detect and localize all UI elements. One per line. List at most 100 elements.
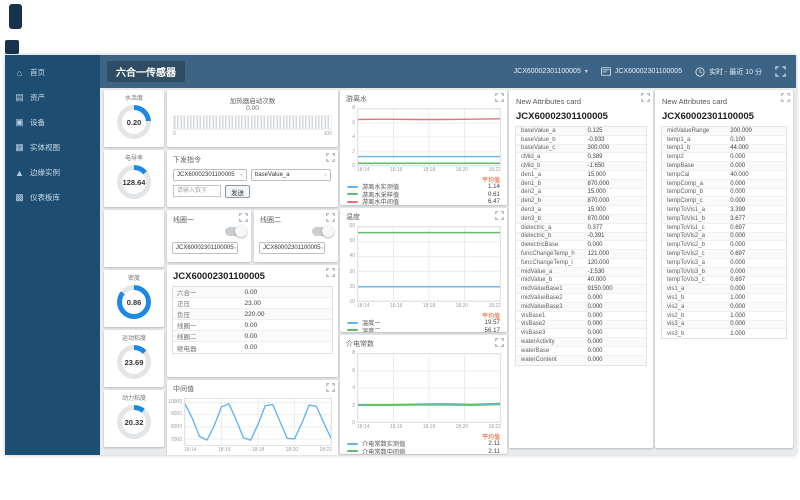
legend-row[interactable]: 游离水中间值 6.47 <box>347 198 500 205</box>
attribute-value: 870.000 <box>587 198 610 205</box>
x-axis-labels: 18:14 18:16 18:18 18:20 18:22 <box>357 167 501 173</box>
attribute-value: 15.000 <box>587 189 606 196</box>
attribute-value: 1.000 <box>730 312 746 319</box>
chevron-down-icon: ▾ <box>233 245 237 252</box>
expand-icon[interactable] <box>495 93 504 102</box>
chart-plot[interactable] <box>184 398 332 446</box>
expand-icon[interactable] <box>326 153 335 162</box>
attribute-key: tempToVis3_c <box>667 277 705 284</box>
sidebar-item-icon: ▩ <box>15 192 24 202</box>
series-average: 2.11 <box>488 440 500 448</box>
gauge-value: 128.64 <box>122 170 146 194</box>
sidebar-item[interactable]: ▩ 仪表板库 <box>5 185 100 210</box>
temperature-chart-card: 温度 10 20 30 40 50 60 18:14 18:16 18:18 18:20 18:2… <box>340 208 507 332</box>
attribute-key: tempToVis3_b <box>667 268 705 275</box>
attribute-key: midValueBase2 <box>521 295 563 302</box>
attribute-key: tempComp_b <box>667 189 704 196</box>
legend-row[interactable]: 温度二 56.17 <box>347 327 500 332</box>
series-average: 0.61 <box>487 190 500 198</box>
attribute-value: 0.000 <box>730 233 746 240</box>
attribute-value: 0.000 <box>730 286 746 293</box>
attribute-value: 0.000 <box>587 312 603 319</box>
attribute-value: -1.650 <box>587 163 605 170</box>
series-dash-icon <box>347 450 358 453</box>
chart-title: 中间值 <box>173 386 194 393</box>
attribute-key: tempBase <box>667 163 695 170</box>
attribute-value: 0.000 <box>730 321 746 328</box>
legend-header: 平均值 <box>481 435 500 441</box>
attribute-row: midValueBase2 0.000 <box>516 294 646 303</box>
attribute-row: tempCal 40.000 <box>662 171 786 180</box>
attribute-value: 44.000 <box>730 145 749 152</box>
attribute-row: temp2 0.000 <box>662 153 786 163</box>
sidebar-item[interactable]: ▲ 边缘实例 <box>5 160 100 185</box>
device-selector[interactable]: JCX60002301100005 ▾ <box>514 68 588 75</box>
chart-plot[interactable] <box>357 108 501 166</box>
attribute-value: 0.000 <box>587 303 603 310</box>
legend-row[interactable]: 介电常数实测值 2.11 <box>347 440 500 448</box>
legend-row[interactable]: 介电常数中间值 2.11 <box>347 448 500 454</box>
sidebar-item[interactable]: ▤ 资产 <box>5 85 100 110</box>
attribute-row: tempToVis3_b 0.000 <box>662 267 786 277</box>
attribute-value: 0.000 <box>587 330 603 337</box>
timewindow-button[interactable]: 实时 - 最近 10 分 <box>695 66 762 77</box>
table-row: 正压 23.00 <box>173 298 332 309</box>
attribute-value: 0.000 <box>730 180 746 187</box>
expand-icon[interactable] <box>239 213 248 222</box>
attribute-key: waterBase <box>521 347 550 354</box>
chart-legend: 平均值 游离水实测值 1.14 <box>347 175 500 205</box>
attribute-row: baseValue_b -0.933 <box>516 136 646 145</box>
attribute-row: temp1_a 0.100 <box>662 136 786 145</box>
entity-badge[interactable]: JCX60002301100005 <box>600 67 682 76</box>
attribute-key: tempToVis1_c <box>667 224 705 231</box>
legend-row[interactable]: 游离水采样值 0.61 <box>347 191 500 199</box>
attribute-value: 120.000 <box>587 259 610 266</box>
window-artifact <box>9 4 22 29</box>
command-device-select[interactable]: JCX60002301100005 ▾ <box>173 169 247 181</box>
fullscreen-icon[interactable] <box>775 66 786 77</box>
attribute-row: vis1_b 1.000 <box>662 294 786 303</box>
attribute-value: 0.389 <box>587 154 603 161</box>
attribute-value: 0.000 <box>730 154 746 161</box>
legend-row[interactable]: 游离水实测值 1.14 <box>347 183 500 191</box>
sidebar-item[interactable]: ⌂ 首页 <box>5 60 100 85</box>
coil-toggle[interactable] <box>312 225 334 237</box>
device-values-card: JCX60002301100005 六合一 0.00 正压 23 <box>167 265 338 377</box>
attribute-value: 0.000 <box>730 198 746 205</box>
attribute-row: tempComp_c 0.000 <box>662 197 786 207</box>
coil-device-select[interactable]: JCX60002301100005 ▾ <box>259 242 325 254</box>
command-key-select[interactable]: baseValue_a ▾ <box>251 169 331 181</box>
attribute-value: -0.391 <box>587 233 605 240</box>
coil-device-select[interactable]: JCX60002301100005 ▾ <box>172 242 238 254</box>
command-value-input[interactable] <box>173 185 221 197</box>
chevron-down-icon: ▾ <box>584 69 588 75</box>
attribute-row: visBase1 0.000 <box>516 312 646 321</box>
attributes-card: New Attributes card JCX60002301100005 mi… <box>655 90 793 448</box>
expand-icon[interactable] <box>781 93 790 102</box>
attribute-row: tempComp_b 0.000 <box>662 189 786 198</box>
attribute-value: 0.000 <box>730 163 746 170</box>
coil-toggle[interactable] <box>225 225 247 237</box>
attribute-row: temp1_b 44.000 <box>662 144 786 154</box>
sidebar-item[interactable]: ▦ 实体视图 <box>5 135 100 160</box>
table-row: 线圈二 0.00 <box>173 331 332 342</box>
send-button[interactable]: 发送 <box>225 185 250 198</box>
attribute-value: 0.697 <box>730 251 746 258</box>
sidebar-item-icon: ▲ <box>15 167 24 178</box>
legend-row[interactable]: 温度一 19.57 <box>347 319 500 327</box>
attribute-row: waterContent 0.000 <box>516 355 646 365</box>
chevron-down-icon: ▾ <box>323 172 327 179</box>
chart-plot[interactable] <box>357 353 501 423</box>
gauge-title: 水活度 <box>124 96 143 102</box>
expand-icon[interactable] <box>326 383 335 392</box>
sidebar-item[interactable]: ▣ 设备 <box>5 110 100 135</box>
expand-icon[interactable] <box>495 338 504 347</box>
expand-icon[interactable] <box>495 211 504 220</box>
attribute-row: tempToVis2_b 0.000 <box>662 241 786 251</box>
expand-icon[interactable] <box>326 268 335 277</box>
expand-icon[interactable] <box>641 93 650 102</box>
chart-plot[interactable] <box>357 226 501 302</box>
expand-icon[interactable] <box>326 213 335 222</box>
attribute-key: tempToVis3_a <box>667 259 705 266</box>
attribute-key: den1_a <box>521 171 542 178</box>
